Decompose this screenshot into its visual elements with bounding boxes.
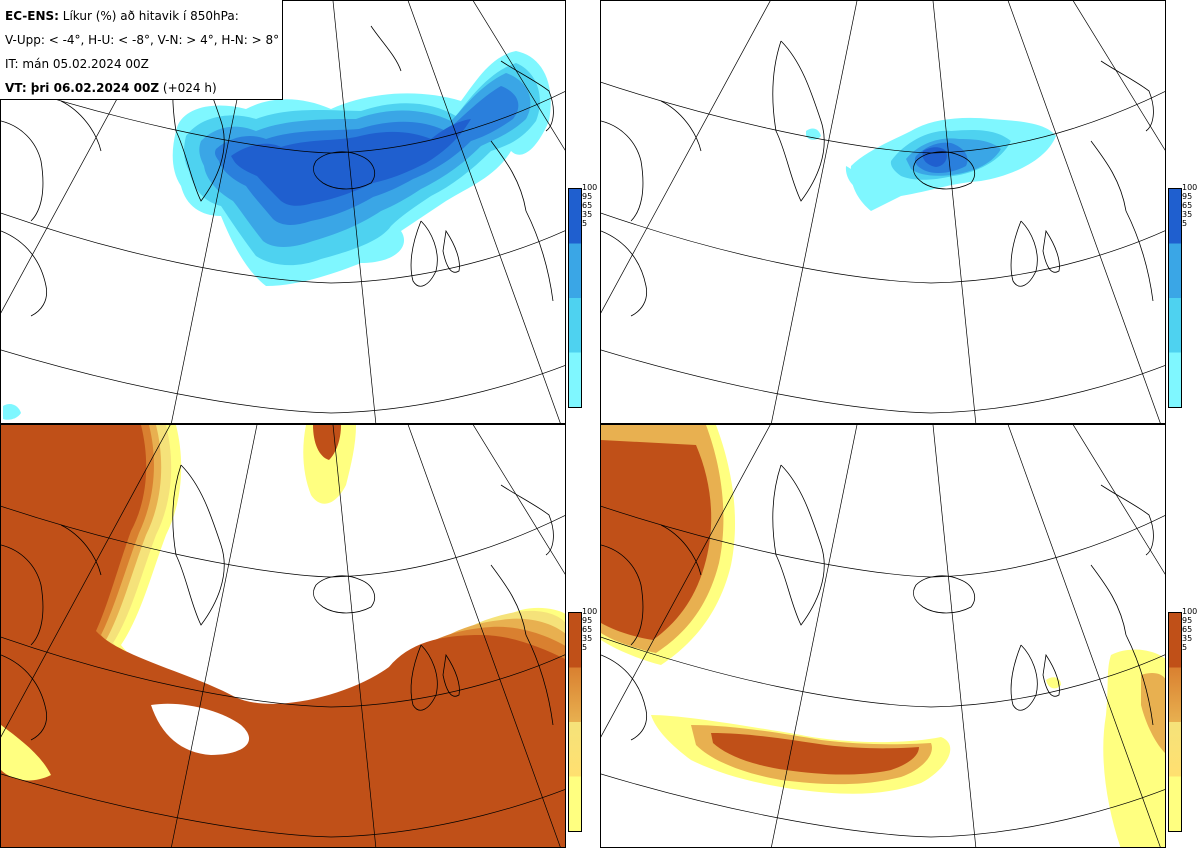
colorbar-labels-h-u: 100 95 65 35 5 [1182, 183, 1200, 413]
tick-label: 65 [1182, 201, 1193, 210]
colorbar-labels-h-n: 100 95 65 35 5 [1182, 607, 1200, 837]
coastline [601, 464, 1154, 741]
colorbar-v-n [568, 612, 582, 832]
map-panel-h-n [600, 424, 1166, 848]
tick-label: 5 [1182, 219, 1188, 228]
colorbar-labels-v-n: 100 95 65 35 5 [582, 607, 600, 837]
tick-label: 100 [582, 183, 598, 192]
tick-label: 95 [1182, 616, 1193, 625]
header-info-box: EC-ENS: Líkur (%) að hitavik í 850hPa: V… [0, 0, 283, 100]
coastline [1, 464, 554, 741]
tick-label: 35 [582, 634, 593, 643]
colorbar-h-n [1168, 612, 1182, 832]
init-time: IT: mán 05.02.2024 00Z [5, 57, 149, 71]
tick-label: 65 [582, 625, 593, 634]
tick-label: 95 [582, 616, 593, 625]
tick-label: 95 [1182, 192, 1193, 201]
map-panel-h-u [600, 0, 1166, 424]
tick-label: 65 [1182, 625, 1193, 634]
lat-lon-grid [601, 1, 1165, 423]
probability-field [601, 425, 1165, 847]
product-title: Líkur (%) að hitavik í 850hPa: [58, 9, 239, 23]
valid-time: VT: þri 06.02.2024 00Z [5, 81, 160, 95]
header-line-4: VT: þri 06.02.2024 00Z (+024 h) [5, 76, 282, 100]
tick-label: 5 [582, 219, 588, 228]
lat-lon-grid [601, 425, 1165, 847]
lat-lon-grid [1, 1, 565, 423]
coastline [1, 25, 554, 317]
tick-label: 5 [582, 643, 588, 652]
tick-label: 95 [582, 192, 593, 201]
tick-label: 100 [1182, 607, 1198, 616]
map-panel-v-upp [0, 0, 566, 424]
probability-field [806, 117, 1056, 211]
tick-label: 35 [1182, 634, 1193, 643]
map-panel-v-n [0, 424, 566, 848]
tick-label: 65 [582, 201, 593, 210]
header-line-2: V-Upp: < -4°, H-U: < -8°, V-N: > 4°, H-N… [5, 33, 280, 47]
tick-label: 35 [582, 210, 593, 219]
model-label: EC-ENS: [5, 9, 59, 23]
lat-lon-grid [1, 425, 565, 847]
colorbar-h-u [1168, 188, 1182, 408]
header-line-1: EC-ENS: Líkur (%) að hitavik í 850hPa: [5, 4, 282, 28]
coastline [601, 40, 1154, 317]
colorbar-labels-v-upp: 100 95 65 35 5 [582, 183, 600, 413]
probability-field [3, 51, 551, 420]
lead-time: (+024 h) [159, 81, 217, 95]
tick-label: 100 [582, 607, 598, 616]
colorbar-v-upp [568, 188, 582, 408]
tick-label: 100 [1182, 183, 1198, 192]
probability-field [1, 425, 565, 847]
tick-label: 35 [1182, 210, 1193, 219]
tick-label: 5 [1182, 643, 1188, 652]
